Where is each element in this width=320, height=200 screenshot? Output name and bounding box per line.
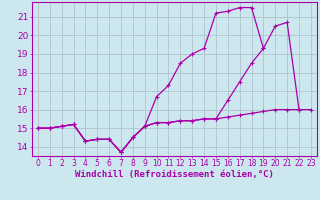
X-axis label: Windchill (Refroidissement éolien,°C): Windchill (Refroidissement éolien,°C) [75,170,274,179]
